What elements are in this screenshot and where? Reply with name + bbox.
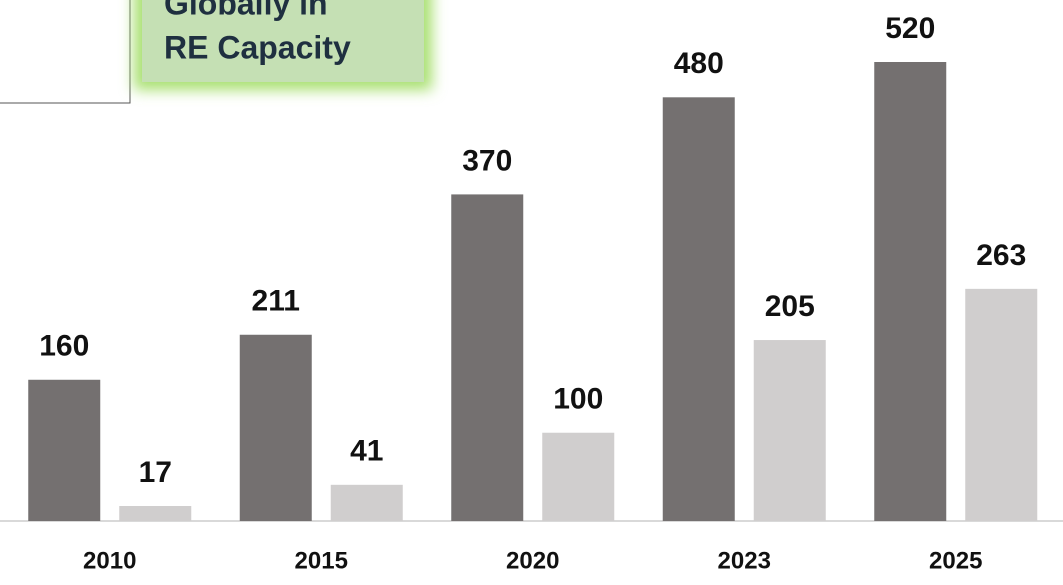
bar <box>965 288 1038 521</box>
value-label: 160 <box>39 330 89 363</box>
bar <box>330 484 403 521</box>
bar <box>662 97 735 522</box>
x-tick-label: 2015 <box>295 547 348 574</box>
value-label: 370 <box>462 144 512 177</box>
callout-box <box>142 0 424 82</box>
value-label: 205 <box>765 290 815 323</box>
x-tick-label: 2025 <box>929 547 982 574</box>
annotation: RE Capacity <box>164 29 351 65</box>
x-tick-label: 2023 <box>718 547 771 574</box>
frame-box <box>0 0 131 104</box>
value-label: 480 <box>674 47 724 80</box>
bar <box>874 62 947 521</box>
value-label: 520 <box>885 12 935 45</box>
bar <box>542 432 615 521</box>
bar <box>239 334 312 521</box>
bar <box>28 379 101 521</box>
value-label: 100 <box>553 383 603 416</box>
x-tick-label: 2020 <box>506 547 559 574</box>
value-label: 211 <box>252 285 300 318</box>
bar <box>753 340 826 521</box>
value-label: 41 <box>350 435 383 468</box>
value-label: 263 <box>976 239 1026 272</box>
annotation: Globally in <box>164 0 328 21</box>
bar <box>119 505 192 521</box>
bar <box>451 194 524 521</box>
value-label: 17 <box>139 456 172 489</box>
x-tick-label: 2010 <box>83 547 136 574</box>
